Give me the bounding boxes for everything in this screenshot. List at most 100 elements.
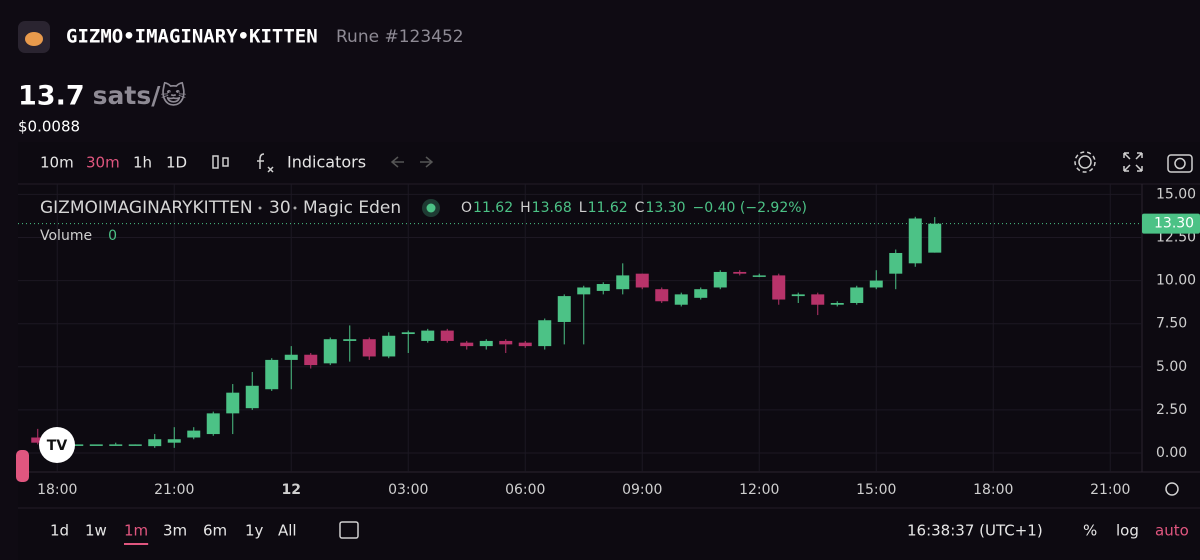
y-tick-label: 15.00 — [1156, 186, 1196, 202]
range-button[interactable]: All — [278, 522, 297, 540]
subtitle: Rune #123452 — [336, 27, 464, 47]
candle-body — [460, 342, 474, 347]
legend-interval: 30 — [269, 198, 291, 218]
range-button[interactable]: 3m — [163, 522, 187, 540]
x-tick-label: 18:00 — [37, 482, 77, 498]
candle-body — [206, 413, 220, 435]
volume-label: Volume — [40, 228, 92, 244]
y-tick-label: 10.00 — [1156, 273, 1196, 289]
range-button[interactable]: 1d — [50, 522, 69, 540]
timezone-icon[interactable] — [1165, 482, 1179, 496]
interval-button[interactable]: 30m — [86, 154, 120, 172]
interval-button[interactable]: 1h — [133, 154, 152, 172]
range-button[interactable]: 6m — [203, 522, 227, 540]
candle-body — [479, 340, 493, 347]
indicators-button[interactable]: Indicators — [287, 153, 366, 172]
legend-value: 11.62 — [473, 200, 513, 216]
y-tick-label: 2.50 — [1156, 402, 1187, 418]
candle-body — [538, 320, 552, 347]
candle-icon[interactable] — [212, 155, 219, 169]
candle-body — [694, 289, 708, 298]
candle-body — [596, 284, 610, 291]
range-button[interactable]: 1m — [124, 522, 148, 540]
y-tick-label: 5.00 — [1156, 359, 1187, 375]
price-unit: sats/😺 — [93, 81, 187, 110]
price: 13.7 — [18, 81, 85, 112]
fx-icon[interactable] — [257, 153, 274, 173]
candle-body — [811, 294, 825, 305]
candle-body — [889, 252, 903, 274]
candle-body — [304, 354, 318, 366]
candle-body — [421, 330, 435, 341]
candle-body — [187, 430, 201, 438]
undo[interactable] — [390, 156, 404, 168]
candle-body — [226, 392, 240, 414]
candle-body — [128, 444, 142, 446]
screenshot[interactable] — [1167, 154, 1193, 173]
y-tick-label: 0.00 — [1156, 445, 1187, 461]
toolbar-icons — [212, 151, 1193, 539]
redo[interactable] — [420, 156, 434, 168]
x-tick-label: 06:00 — [505, 482, 545, 498]
candle-body — [791, 294, 805, 297]
auto-toggle[interactable]: auto — [1155, 522, 1189, 540]
last-price-box — [1142, 213, 1200, 234]
candle-body — [928, 223, 942, 253]
candle-body — [245, 385, 259, 409]
candle-body — [148, 439, 162, 447]
candle-body — [31, 437, 45, 443]
x-tick-label: 15:00 — [856, 482, 896, 498]
side-handle[interactable] — [16, 450, 29, 482]
candle-body — [616, 275, 630, 290]
range-button[interactable]: 1w — [85, 522, 107, 540]
percent-toggle[interactable]: % — [1083, 522, 1097, 540]
candle-body — [265, 359, 279, 390]
tradingview-logo[interactable] — [39, 427, 75, 463]
logo-cat — [25, 32, 43, 46]
candle-body — [382, 335, 396, 357]
fullscreen[interactable] — [1123, 152, 1143, 172]
separator — [258, 206, 262, 210]
candle-body — [362, 339, 376, 357]
candle-body — [284, 354, 298, 360]
settings[interactable] — [1078, 155, 1092, 169]
x-tick-label: 12 — [282, 482, 301, 498]
plot — [18, 184, 1142, 472]
clock: 16:38:37 (UTC+1) — [907, 522, 1043, 540]
candle-body — [713, 271, 727, 288]
candle-body — [440, 330, 454, 341]
legend-exchange: Magic Eden — [303, 198, 401, 218]
y-tick-label: 7.50 — [1156, 316, 1187, 332]
candle-icon-2 — [222, 157, 229, 167]
candle-body — [869, 280, 883, 288]
candle-body — [323, 339, 337, 364]
status-dot — [426, 203, 436, 213]
legend-key: O — [461, 200, 472, 216]
candle-body — [674, 294, 688, 305]
date-range-icon[interactable] — [339, 521, 359, 539]
candle-body — [577, 287, 591, 295]
interval-button[interactable]: 10m — [40, 154, 74, 172]
active-underline — [124, 543, 149, 545]
legend-symbol: GIZMOIMAGINARYKITTEN — [40, 198, 253, 218]
x-tick-label: 03:00 — [388, 482, 428, 498]
legend-change: −0.40 (−2.92%) — [693, 200, 807, 216]
legend-key: H — [520, 200, 531, 216]
candle-body — [167, 439, 181, 443]
candle-body — [518, 342, 532, 347]
range-button[interactable]: 1y — [245, 522, 264, 540]
candle-body — [635, 273, 649, 288]
usd-price: $0.0088 — [18, 118, 80, 136]
candle-body — [655, 289, 669, 302]
chart-panel — [18, 142, 1200, 560]
legend-value: 13.68 — [532, 200, 572, 216]
volume-value: 0 — [108, 228, 117, 244]
legend-value: 13.30 — [645, 200, 685, 216]
candle-body — [557, 296, 571, 322]
interval-button[interactable]: 1D — [166, 154, 187, 172]
candle-body — [908, 218, 922, 264]
candle-body — [343, 339, 357, 341]
log-toggle[interactable]: log — [1116, 522, 1139, 540]
candle-body — [89, 444, 103, 446]
